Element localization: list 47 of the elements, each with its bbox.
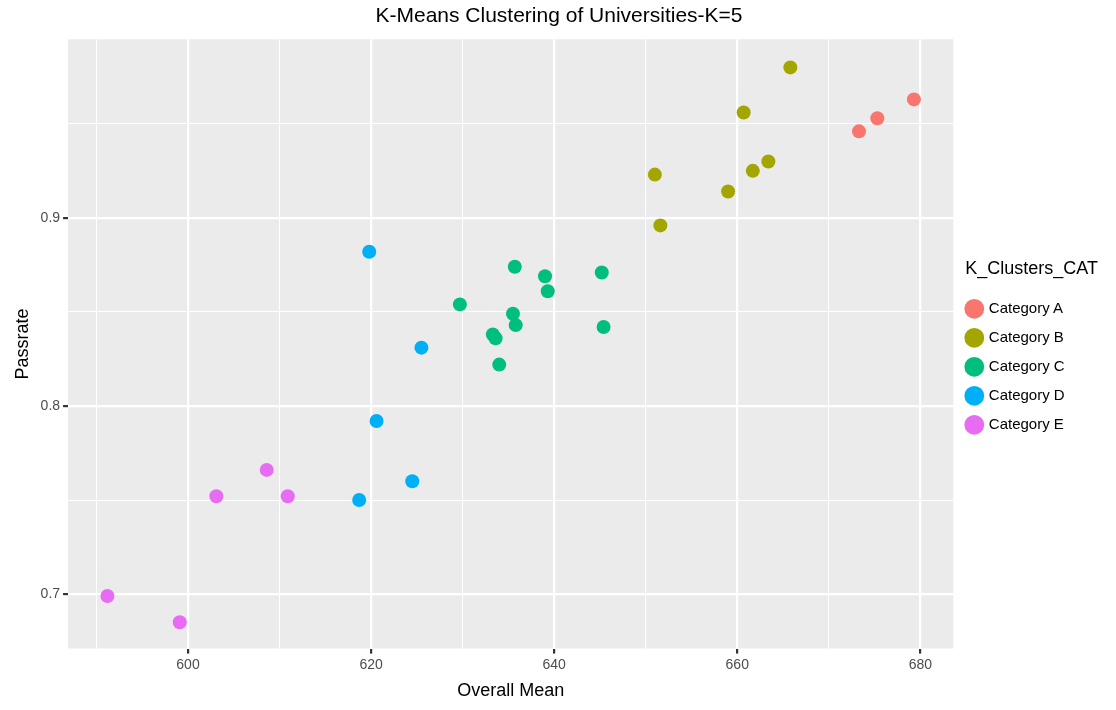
- point: [172, 615, 187, 630]
- point: [414, 340, 429, 355]
- point: [405, 474, 420, 489]
- point: [362, 244, 377, 259]
- point: [508, 318, 523, 333]
- point: [540, 284, 555, 299]
- x-tick-label: 620: [359, 655, 383, 672]
- point: [653, 218, 668, 233]
- point: [870, 111, 885, 126]
- x-tick-label: 600: [176, 655, 200, 672]
- x-tick-label: 640: [542, 655, 567, 672]
- point: [100, 588, 115, 603]
- point: [492, 357, 507, 372]
- point: [538, 269, 553, 284]
- x-axis-title: Overall Mean: [457, 680, 565, 701]
- legend-label: Category C: [988, 356, 1065, 374]
- point: [369, 414, 384, 429]
- point: [906, 92, 921, 107]
- point: [783, 60, 798, 75]
- point: [259, 462, 274, 477]
- point: [505, 306, 520, 321]
- legend-title: K_Clusters_CAT: [965, 257, 1099, 279]
- point: [452, 297, 467, 312]
- y-axis-title: Passrate: [11, 308, 32, 380]
- legend-label: Category A: [988, 298, 1064, 316]
- chart-title: K-Means Clustering of Universities-K=5: [375, 3, 743, 27]
- x-tick-label: 660: [725, 655, 750, 672]
- point: [647, 167, 662, 182]
- point: [280, 489, 295, 504]
- point: [852, 124, 866, 139]
- point: [761, 154, 776, 169]
- point: [596, 319, 611, 334]
- point: [209, 489, 224, 504]
- x-tick-label: 680: [908, 655, 933, 672]
- y-tick-label: 0.7: [40, 584, 61, 601]
- point: [745, 163, 760, 178]
- legend-label: Category B: [988, 327, 1064, 345]
- legend-label: Category D: [988, 385, 1065, 403]
- point: [594, 265, 609, 280]
- point: [721, 184, 736, 199]
- point: [736, 105, 751, 120]
- point: [507, 259, 522, 274]
- legend-label: Category E: [988, 414, 1064, 432]
- point: [488, 331, 503, 346]
- point: [352, 493, 367, 508]
- y-tick-label: 0.9: [40, 208, 61, 225]
- y-tick-label: 0.8: [40, 396, 61, 413]
